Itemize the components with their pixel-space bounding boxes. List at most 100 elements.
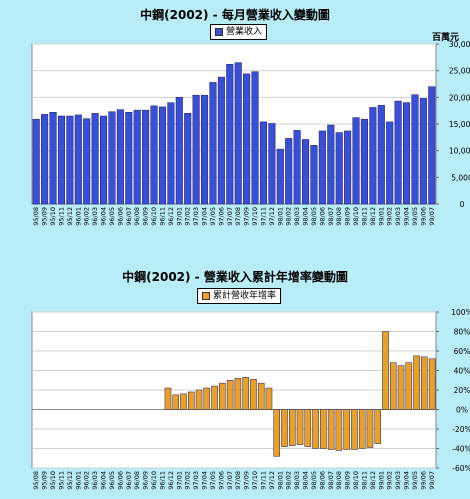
x-tick-label: 98/12 xyxy=(369,207,377,226)
x-tick-label: 95/11 xyxy=(57,471,65,490)
bar xyxy=(411,94,419,205)
bar xyxy=(167,102,175,205)
x-tick-label: 97/06 xyxy=(217,207,225,226)
x-tick-label: 98/05 xyxy=(310,207,318,226)
x-tick-label: 96/12 xyxy=(167,207,175,226)
bar xyxy=(413,355,420,410)
x-tick-label: 98/06 xyxy=(318,471,326,490)
x-tick-label: 95/12 xyxy=(66,207,74,226)
bar xyxy=(108,111,116,205)
bar xyxy=(428,86,436,205)
legend-swatch xyxy=(215,27,223,36)
x-tick-label: 97/09 xyxy=(243,471,251,490)
x-tick-label: 97/04 xyxy=(201,207,209,226)
chart-title: 中鋼(2002) - 營業收入累計年增率變動圖 xyxy=(122,270,348,284)
x-tick-label: 96/04 xyxy=(100,471,108,490)
bar xyxy=(302,139,310,205)
bar xyxy=(335,132,343,205)
y-tick-label: -20% xyxy=(452,425,470,434)
bar xyxy=(172,394,180,410)
x-tick-label: 99/04 xyxy=(403,471,411,490)
x-tick-label: 96/05 xyxy=(108,471,116,490)
x-tick-label: 98/05 xyxy=(310,471,318,490)
x-tick-label: 97/01 xyxy=(175,207,183,226)
bar xyxy=(180,393,187,410)
bar xyxy=(217,76,225,205)
y-tick-label: 60% xyxy=(454,347,470,356)
legend-swatch xyxy=(202,291,210,300)
bar xyxy=(335,409,343,451)
bar xyxy=(310,145,318,205)
growth-rate-panel: 中鋼(2002) - 營業收入累計年增率變動圖 累計營收年增率 -60% -40%… xyxy=(0,262,470,499)
x-tick-label: 95/11 xyxy=(57,207,65,226)
x-tick-label: 99/04 xyxy=(403,207,411,226)
bar xyxy=(133,109,141,205)
x-tick-label: 99/07 xyxy=(428,207,436,226)
bar xyxy=(164,387,172,410)
bar xyxy=(211,385,218,410)
x-tick-label: 98/02 xyxy=(285,207,293,226)
x-tick-label: 97/05 xyxy=(209,207,217,226)
x-tick-label: 95/12 xyxy=(66,471,74,490)
x-tick-label: 95/08 xyxy=(32,471,40,490)
x-tick-label: 99/02 xyxy=(386,471,394,490)
bar xyxy=(428,358,436,410)
bar xyxy=(259,121,267,205)
bar xyxy=(288,409,296,446)
bar xyxy=(304,409,312,447)
x-tick-label: 97/06 xyxy=(217,471,225,490)
x-tick-label: 97/04 xyxy=(201,471,209,490)
bar xyxy=(251,71,259,205)
bar xyxy=(351,409,358,450)
bar xyxy=(32,118,40,205)
x-tick-label: 98/08 xyxy=(335,207,343,226)
x-tick-label: 96/12 xyxy=(167,471,175,490)
y-tick-label: 30,000 xyxy=(449,40,470,49)
y-tick-label: 20% xyxy=(454,386,470,395)
x-tick-label: 97/02 xyxy=(184,471,192,490)
y-tick-label: 100% xyxy=(451,308,470,317)
x-tick-label: 98/10 xyxy=(352,207,360,226)
bar xyxy=(352,117,360,205)
x-tick-label: 99/06 xyxy=(419,207,427,226)
bar xyxy=(83,118,91,205)
x-tick-label: 99/06 xyxy=(419,471,427,490)
x-tick-label: 98/07 xyxy=(327,207,335,226)
bar xyxy=(374,409,382,444)
x-tick-label: 96/05 xyxy=(108,207,116,226)
bar xyxy=(397,365,405,410)
bar xyxy=(257,382,265,410)
bar xyxy=(226,64,234,205)
bar xyxy=(276,148,284,205)
x-tick-label: 95/09 xyxy=(41,207,49,226)
x-tick-label: 97/09 xyxy=(243,207,251,226)
bar xyxy=(74,114,82,205)
bar xyxy=(285,138,293,205)
bar xyxy=(360,118,368,205)
legend-label: 累計營收年增率 xyxy=(213,291,277,301)
x-tick-label: 98/11 xyxy=(360,207,368,226)
bar xyxy=(403,102,411,205)
x-tick-label: 97/07 xyxy=(226,207,234,226)
x-tick-label: 97/11 xyxy=(259,471,267,490)
bar xyxy=(343,409,350,450)
unit-label: 百萬元 xyxy=(432,33,460,43)
x-tick-label: 98/09 xyxy=(344,207,352,226)
bar xyxy=(296,409,304,445)
bar xyxy=(265,387,273,410)
x-tick-label: 96/02 xyxy=(83,471,91,490)
bar xyxy=(203,387,211,410)
x-tick-label: 97/05 xyxy=(209,471,217,490)
x-tick-label: 96/03 xyxy=(91,471,99,490)
x-tick-label: 99/01 xyxy=(377,471,385,490)
bar xyxy=(234,62,242,205)
x-tick-label: 98/01 xyxy=(276,471,284,490)
x-tick-label: 99/03 xyxy=(394,207,402,226)
x-tick-label: 98/08 xyxy=(335,471,343,490)
bar xyxy=(243,73,251,205)
x-tick-label: 97/11 xyxy=(259,207,267,226)
x-tick-label: 97/07 xyxy=(226,471,234,490)
bar xyxy=(49,112,57,205)
bar xyxy=(195,389,203,410)
x-tick-label: 98/04 xyxy=(302,207,310,226)
